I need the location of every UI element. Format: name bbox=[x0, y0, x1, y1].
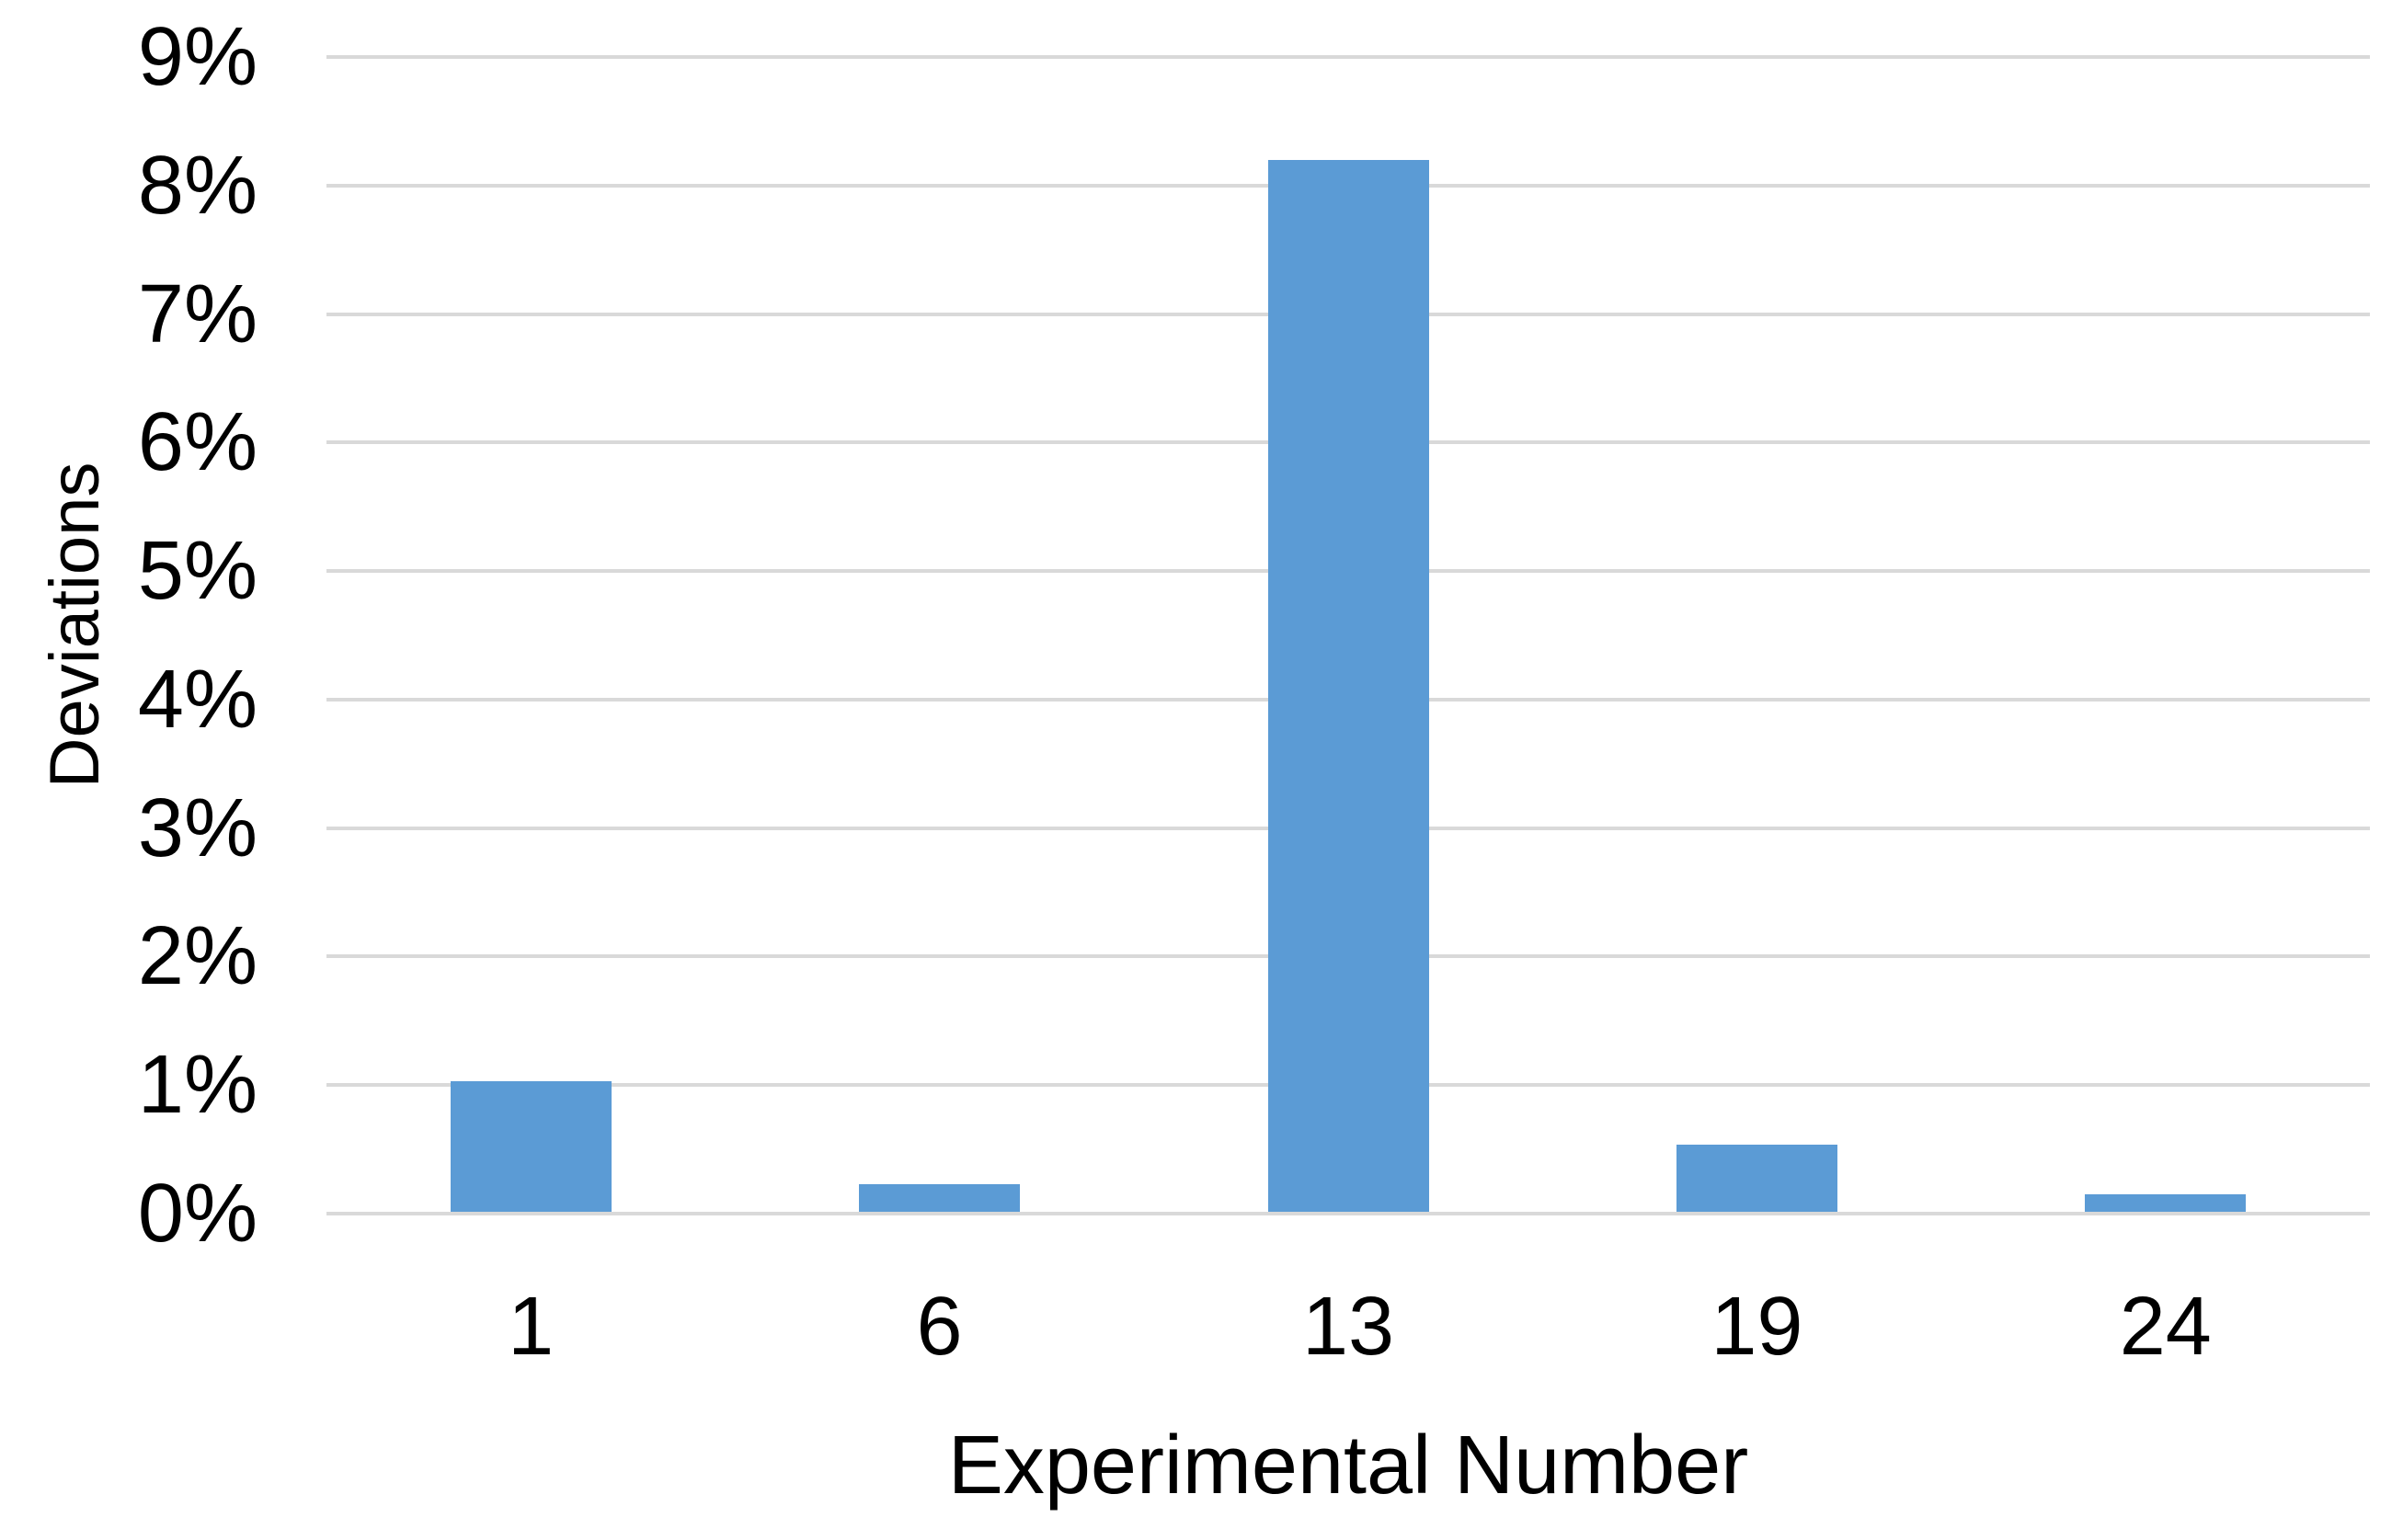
bar-13 bbox=[1267, 159, 1429, 1214]
bar-19 bbox=[1676, 1144, 1837, 1214]
x-axis-title: Experimental Number bbox=[947, 1420, 1749, 1511]
y-tick-label: 6% bbox=[137, 396, 257, 489]
bar-1 bbox=[450, 1081, 612, 1214]
y-tick-label: 0% bbox=[137, 1168, 257, 1260]
x-tick-label: 13 bbox=[1301, 1281, 1395, 1373]
bar-24 bbox=[2085, 1194, 2247, 1214]
y-tick-label: 7% bbox=[137, 268, 257, 360]
y-tick-label: 5% bbox=[137, 525, 257, 618]
y-tick-label: 3% bbox=[137, 781, 257, 874]
y-tick-label: 1% bbox=[137, 1039, 257, 1132]
x-tick-label: 19 bbox=[1711, 1281, 1803, 1373]
x-tick-label: 24 bbox=[2119, 1281, 2212, 1373]
y-tick-label: 8% bbox=[137, 139, 257, 232]
plot-area bbox=[326, 55, 2370, 1215]
y-tick-label: 9% bbox=[137, 11, 257, 103]
x-tick-label: 1 bbox=[508, 1281, 555, 1373]
bar-6 bbox=[859, 1183, 1021, 1214]
x-axis-line bbox=[326, 1212, 2370, 1215]
y-tick-label: 4% bbox=[137, 653, 257, 746]
x-tick-label: 6 bbox=[916, 1281, 963, 1373]
y-tick-label: 2% bbox=[137, 910, 257, 1003]
gridline bbox=[326, 55, 2370, 59]
